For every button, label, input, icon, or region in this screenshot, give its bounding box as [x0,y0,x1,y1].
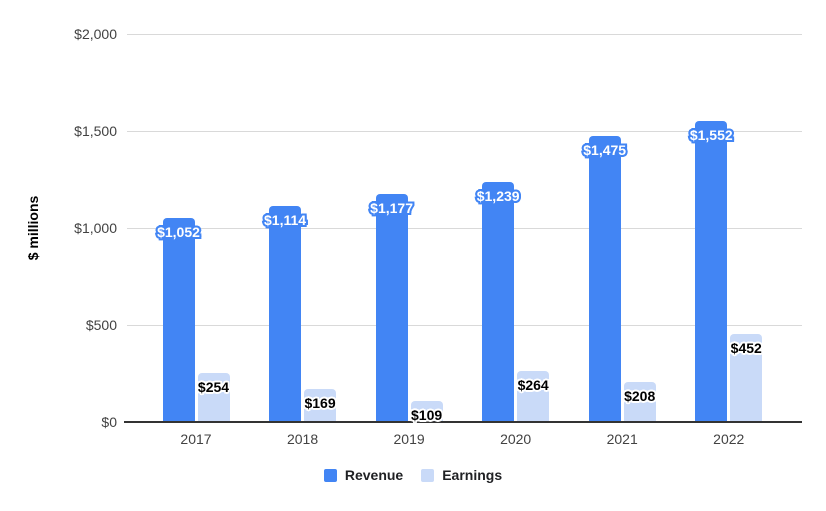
data-label-outline: $1,114 [262,210,308,230]
data-label-text: $208 [624,387,656,404]
data-label-earnings-2021: $208 $208 [623,386,657,405]
data-label-outline: $109 [410,405,444,424]
data-label-outline: $1,052 [155,222,202,242]
data-label-text: $1,475 [583,141,627,158]
x-axis-label: 2021 [606,431,638,447]
data-label-earnings-2020: $264 $264 [516,375,550,394]
y-axis-tick-label: $2,000 [74,26,117,42]
legend-item-earnings: Earnings [421,467,502,483]
legend-label-revenue: Revenue [344,467,404,483]
gridline-1500 [127,130,802,132]
data-label-outline: $452 [729,339,763,358]
data-label-text: $264 [517,376,549,393]
revenue-bar-2017 [162,217,195,422]
data-label-text: $1,114 [264,211,307,228]
earnings-bar-2018 [304,389,337,422]
data-label-earnings-2019: $109 $109 [410,405,444,424]
data-label-text: $1,052 [157,223,200,240]
data-label-text: $1,552 [689,126,733,143]
data-label-revenue-2021: $1,475 $1,475 [581,140,628,160]
x-axis-line [124,421,802,423]
data-label-earnings-2017: $254 $254 [196,377,230,396]
data-label-text: $1,177 [370,199,414,216]
data-label-text: $254 [197,378,230,395]
data-label-revenue-2019: $1,177 $1,177 [368,198,415,218]
y-axis-tick-label: $1,500 [74,123,117,139]
data-label-outline: $169 [303,394,337,413]
data-label-outline: $1,239 [475,186,522,206]
earnings-bar-2021 [623,381,656,422]
gridline-1000 [127,227,802,229]
legend-item-revenue: Revenue [323,467,404,483]
x-axis-label: 2019 [393,431,425,447]
legend-label-earnings: Earnings [442,467,503,483]
data-label-revenue-2022: $1,552 $1,552 [688,125,735,145]
data-label-earnings-2022: $452 $452 [729,339,763,358]
earnings-bar-2019 [410,400,443,422]
data-label-revenue-2020: $1,239 $1,239 [475,186,522,206]
revenue-bar-2021 [588,135,621,422]
data-label-outline: $208 [623,386,657,405]
data-label-outline: $1,475 [581,140,628,160]
data-label-text: $452 [730,340,762,357]
revenue-bar-2018 [269,205,302,422]
legend-swatch-revenue [323,468,337,482]
legend: Revenue Earnings [0,467,826,483]
gridline-2000 [127,33,802,35]
y-axis-tick-label: $0 [101,414,117,430]
y-axis-tick-label: $500 [85,317,117,333]
gridline-500 [127,324,802,326]
data-label-text: $109 [411,406,443,423]
earnings-bar-2017 [197,372,230,422]
legend-swatch-earnings [421,468,435,482]
revenue-bar-2019 [375,193,408,422]
x-axis-label: 2020 [500,431,532,447]
earnings-bar-2022 [730,334,763,422]
x-axis-label: 2017 [180,431,212,447]
data-label-outline: $1,552 [688,125,735,145]
data-label-outline: $254 [196,377,230,396]
earnings-bar-2020 [517,370,550,422]
data-label-revenue-2017: $1,052 $1,052 [155,222,202,242]
data-label-text: $169 [304,395,336,412]
data-label-outline: $264 [516,375,550,394]
y-axis-tick-label: $1,000 [74,220,117,236]
data-label-earnings-2018: $169 $169 [303,394,337,413]
data-label-revenue-2018: $1,114 $1,114 [262,210,308,230]
x-axis-label: 2022 [713,431,745,447]
revenue-bar-2022 [695,120,728,422]
data-label-text: $1,239 [476,187,520,204]
revenue-bar-2020 [482,181,515,422]
x-axis-label: 2018 [286,431,319,447]
data-label-outline: $1,177 [368,198,415,218]
